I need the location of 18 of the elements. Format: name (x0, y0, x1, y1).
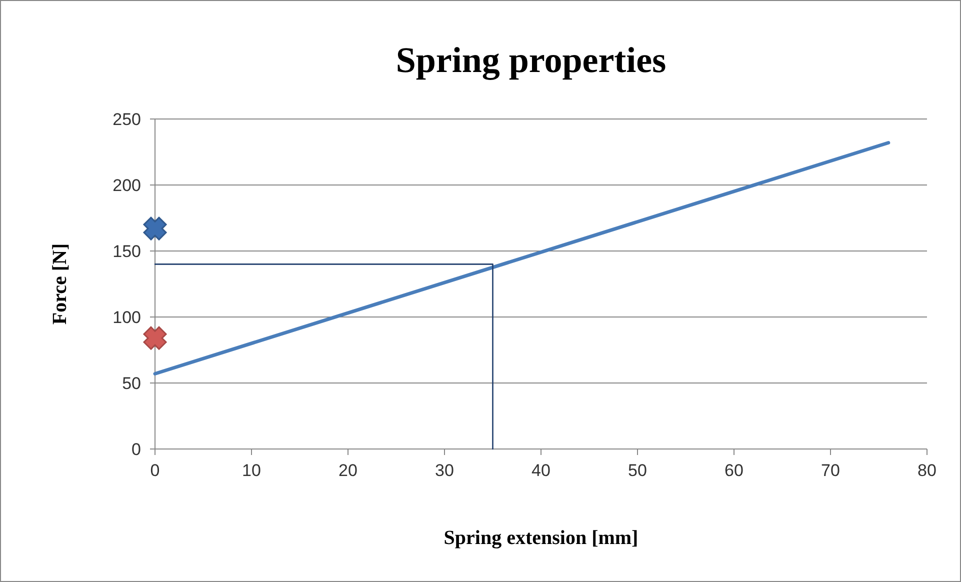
y-tick-label: 50 (122, 374, 141, 393)
x-tick-label: 20 (338, 461, 358, 480)
y-tick-label: 250 (112, 110, 141, 129)
x-tick-label: 40 (532, 461, 550, 480)
y-axis-title: Force [N] (49, 243, 71, 325)
y-tick-label: 150 (112, 242, 141, 261)
y-tick-label: 100 (112, 308, 141, 327)
x-tick-label: 70 (821, 461, 840, 480)
y-tick-label: 200 (112, 176, 141, 195)
x-axis-title: Spring extension [mm] (444, 527, 638, 549)
x-tick-label: 10 (242, 461, 261, 480)
x-tick-label: 0 (150, 461, 160, 480)
x-tick-label: 30 (435, 461, 454, 480)
chart-title: Spring properties (396, 40, 666, 80)
x-tick-label: 80 (918, 461, 936, 480)
x-tick-label: 50 (628, 461, 647, 480)
y-tick-label: 0 (132, 440, 141, 459)
x-tick-label: 60 (724, 461, 744, 480)
